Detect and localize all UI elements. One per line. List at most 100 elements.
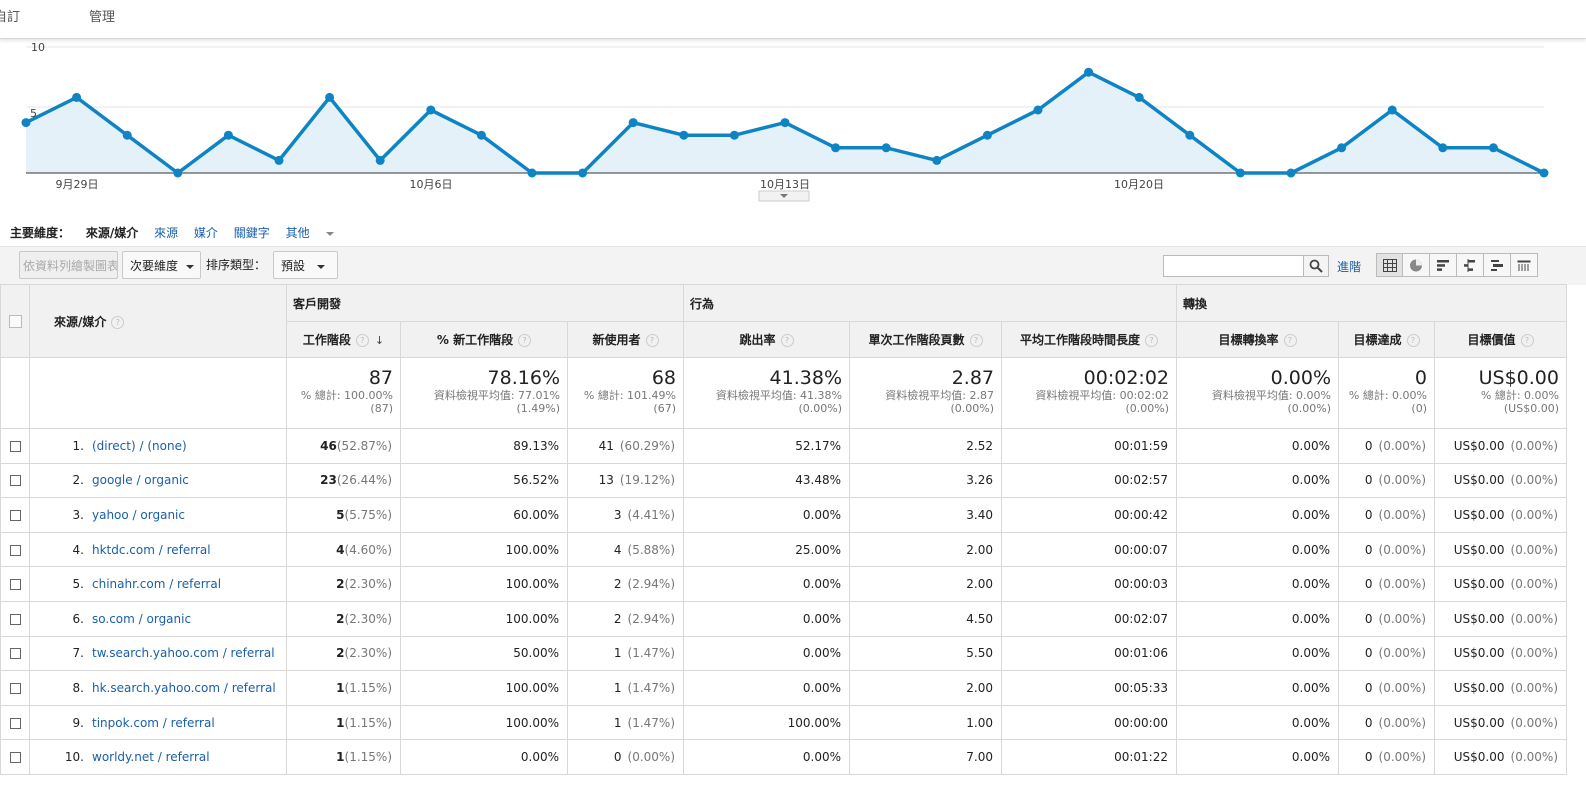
- source-medium-link[interactable]: hktdc.com / referral: [92, 542, 211, 557]
- data-point[interactable]: [325, 92, 335, 102]
- data-point[interactable]: [1185, 130, 1195, 140]
- row-select-cell: [0, 600, 30, 637]
- data-point[interactable]: [679, 130, 689, 140]
- data-point[interactable]: [1134, 92, 1144, 102]
- source-medium-link[interactable]: worldy.net / referral: [92, 750, 210, 765]
- data-point[interactable]: [932, 155, 942, 165]
- col-bounce-rate-label: 跳出率: [739, 333, 776, 347]
- new-users-pct: (60.29%): [619, 438, 675, 453]
- source-medium-link[interactable]: tinpok.com / referral: [92, 715, 215, 730]
- row-checkbox[interactable]: [9, 717, 21, 729]
- sessions-value: 5: [336, 507, 345, 522]
- goal-value-value: US$0.00: [1453, 680, 1505, 695]
- data-point[interactable]: [527, 168, 537, 178]
- data-point[interactable]: [223, 130, 233, 140]
- view-pie-button[interactable]: [1403, 253, 1430, 277]
- row-checkbox[interactable]: [9, 613, 21, 625]
- data-point[interactable]: [173, 168, 183, 178]
- dimension-header[interactable]: 來源/媒介?: [29, 284, 287, 358]
- table-search-input[interactable]: [1163, 255, 1304, 277]
- row-checkbox[interactable]: [9, 475, 21, 487]
- data-point[interactable]: [729, 130, 739, 140]
- col-goal-completions[interactable]: 目標達成?: [1338, 321, 1435, 358]
- col-bounce-rate[interactable]: 跳出率?: [683, 321, 850, 358]
- view-performance-button[interactable]: [1430, 253, 1457, 277]
- advanced-filter-link[interactable]: 進階: [1337, 260, 1362, 274]
- help-icon[interactable]: ?: [780, 334, 794, 347]
- help-icon[interactable]: ?: [969, 334, 983, 347]
- data-point[interactable]: [982, 130, 992, 140]
- data-point[interactable]: [476, 130, 486, 140]
- col-sessions[interactable]: 工作階段? ↓: [286, 321, 401, 358]
- data-point[interactable]: [122, 130, 132, 140]
- table-row: 7. tw.search.yahoo.com / referral 2(2.30%)…: [0, 635, 1567, 672]
- data-point[interactable]: [831, 143, 841, 153]
- data-point[interactable]: [881, 143, 891, 153]
- row-checkbox[interactable]: [9, 509, 21, 521]
- data-point[interactable]: [375, 155, 385, 165]
- dimension-medium[interactable]: 媒介: [193, 226, 218, 240]
- source-medium-link[interactable]: tw.search.yahoo.com / referral: [92, 646, 275, 661]
- col-goal-conversion-rate[interactable]: 目標轉換率?: [1176, 321, 1339, 358]
- view-pivot-button[interactable]: [1511, 253, 1538, 277]
- data-point[interactable]: [1286, 168, 1296, 178]
- plot-rows-button[interactable]: 依資料列繪製圖表: [19, 251, 118, 279]
- col-pages-per-session[interactable]: 單次工作階段頁數?: [849, 321, 1002, 358]
- dimension-keyword[interactable]: 關鍵字: [233, 226, 270, 240]
- secondary-dimension-dropdown[interactable]: 次要維度: [122, 251, 201, 279]
- nav-customize[interactable]: 自訂: [0, 10, 21, 25]
- comparison-view-icon: [1464, 259, 1475, 272]
- col-new-users[interactable]: 新使用者?: [567, 321, 684, 358]
- row-checkbox[interactable]: [9, 544, 21, 556]
- data-point[interactable]: [274, 155, 284, 165]
- data-point[interactable]: [1539, 168, 1549, 178]
- view-comparison-button[interactable]: [1457, 253, 1484, 277]
- help-icon[interactable]: ?: [355, 334, 369, 347]
- source-medium-link[interactable]: so.com / organic: [92, 611, 192, 626]
- help-icon[interactable]: ?: [1406, 334, 1420, 347]
- new-users-value: 1: [613, 715, 622, 730]
- row-select-cell: [0, 531, 30, 568]
- dimension-other-dropdown[interactable]: 其他: [286, 226, 346, 240]
- help-icon[interactable]: ?: [645, 334, 659, 347]
- data-point[interactable]: [780, 118, 790, 128]
- data-point[interactable]: [1387, 105, 1397, 115]
- search-button[interactable]: [1303, 255, 1329, 277]
- data-point[interactable]: [21, 118, 31, 128]
- source-medium-link[interactable]: google / organic: [92, 473, 189, 488]
- select-all-checkbox[interactable]: [8, 315, 22, 328]
- data-point[interactable]: [1488, 143, 1498, 153]
- new-users-pct: (1.47%): [627, 646, 675, 661]
- data-point[interactable]: [72, 92, 82, 102]
- row-checkbox[interactable]: [9, 752, 21, 764]
- data-point[interactable]: [578, 168, 588, 178]
- help-icon[interactable]: ?: [1283, 334, 1297, 347]
- row-checkbox[interactable]: [9, 579, 21, 591]
- source-medium-link[interactable]: chinahr.com / referral: [92, 577, 222, 592]
- view-term-cloud-button[interactable]: [1484, 253, 1511, 277]
- source-medium-link[interactable]: yahoo / organic: [92, 507, 185, 522]
- data-point[interactable]: [1084, 67, 1094, 77]
- data-point[interactable]: [1337, 143, 1347, 153]
- help-icon[interactable]: ?: [1520, 334, 1534, 347]
- col-avg-session-duration[interactable]: 平均工作階段時間長度?: [1001, 321, 1177, 358]
- col-goal-value[interactable]: 目標價值?: [1434, 321, 1567, 358]
- row-checkbox[interactable]: [9, 440, 21, 452]
- help-icon[interactable]: ?: [1145, 334, 1158, 347]
- nav-admin[interactable]: 管理: [89, 10, 116, 25]
- row-checkbox[interactable]: [9, 648, 21, 660]
- view-table-button[interactable]: [1376, 253, 1403, 277]
- data-point[interactable]: [1033, 105, 1043, 115]
- sort-type-dropdown[interactable]: 預設: [273, 251, 338, 279]
- data-point[interactable]: [628, 118, 638, 128]
- col-new-sessions-pct[interactable]: % 新工作階段?: [400, 321, 568, 358]
- data-point[interactable]: [426, 105, 436, 115]
- help-icon[interactable]: ?: [111, 315, 125, 329]
- source-medium-link[interactable]: (direct) / (none): [92, 438, 187, 453]
- help-icon[interactable]: ?: [518, 334, 532, 347]
- row-checkbox[interactable]: [9, 682, 21, 694]
- source-medium-link[interactable]: hk.search.yahoo.com / referral: [92, 680, 276, 695]
- dimension-source[interactable]: 來源: [154, 226, 179, 240]
- data-point[interactable]: [1235, 168, 1245, 178]
- data-point[interactable]: [1438, 143, 1448, 153]
